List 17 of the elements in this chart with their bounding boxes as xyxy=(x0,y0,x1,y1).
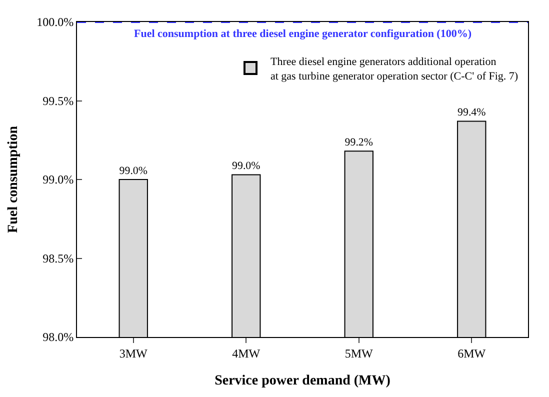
y-tick-label: 98.5% xyxy=(42,251,74,266)
x-axis-title: Service power demand (MW) xyxy=(214,374,391,389)
y-tick-label: 99.0% xyxy=(42,172,74,187)
data-label: 99.4% xyxy=(458,106,486,118)
y-tick-label: 98.0% xyxy=(42,330,74,344)
legend-label: Three diesel engine generators additional operation at gas turbine generator operation sector (C-C' of Fig. 7) xyxy=(270,56,518,82)
data-label: 99.2% xyxy=(344,136,373,148)
x-tick-label: 5MW xyxy=(344,346,374,360)
x-tick-label: 6MW xyxy=(458,346,486,360)
ref-line-label: Fuel consumption at three diesel engine generator configuration (100%) xyxy=(134,28,472,40)
x-tick-label: 3MW xyxy=(119,346,148,360)
data-label: 99.0% xyxy=(119,164,148,177)
x-tick-label: 4MW xyxy=(232,346,261,360)
data-label: 99.0% xyxy=(232,160,260,172)
y-tick-label: 100.0% xyxy=(36,15,74,30)
y-tick-label: 99.5% xyxy=(42,94,74,108)
y-axis-title: Fuel consumption xyxy=(6,126,22,233)
